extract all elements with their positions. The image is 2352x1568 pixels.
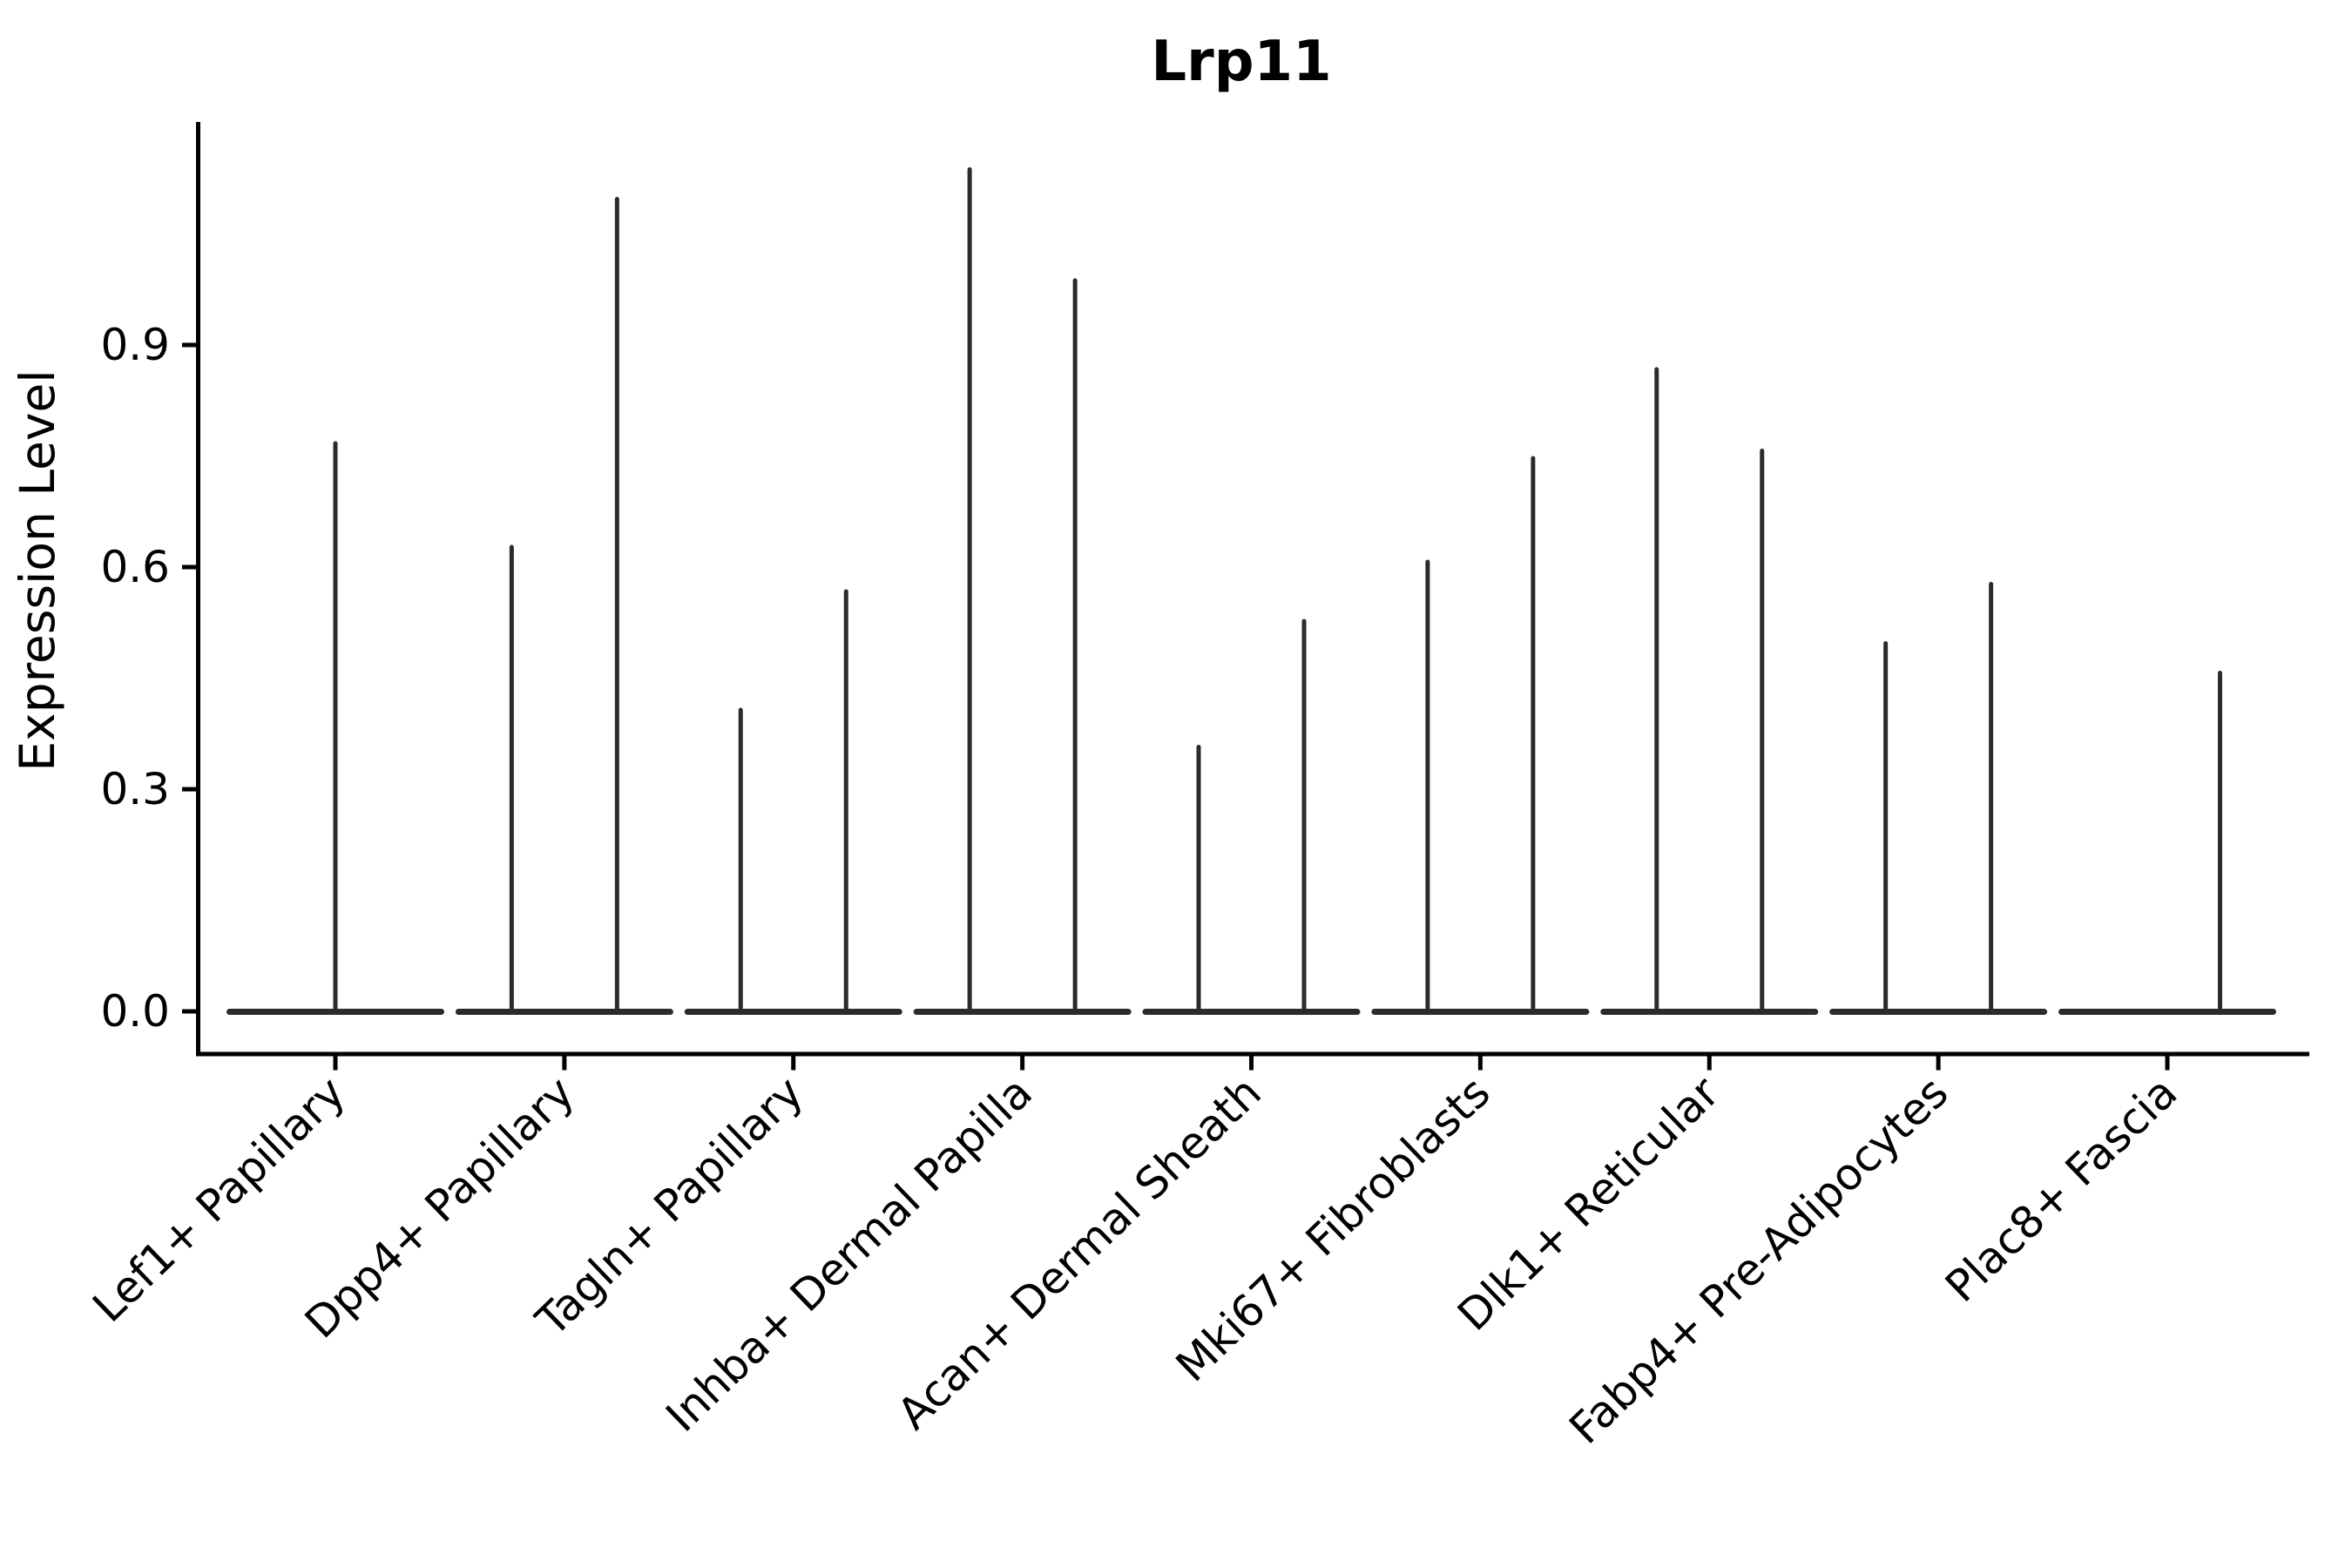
violins xyxy=(226,167,2276,1015)
x-tick-label: Lef1+ Papillary xyxy=(83,1067,355,1332)
y-tick-label: 0.9 xyxy=(100,320,170,370)
x-tick-label: Plac8+ Fascia xyxy=(1936,1067,2186,1312)
x-tick-label: Fabp4+ Pre-Adipocytes xyxy=(1560,1067,1958,1454)
x-tick-label: Inhba+ Dermal Papilla xyxy=(657,1067,1042,1442)
axes xyxy=(196,122,2309,1057)
y-tick-label: 0.3 xyxy=(100,764,170,814)
y-axis-ticks: 0.0 0.3 0.6 0.9 xyxy=(100,320,196,1037)
y-axis-label: Expression Level xyxy=(10,369,65,771)
x-tick-label: Acan+ Dermal Sheath xyxy=(888,1067,1271,1439)
y-tick-label: 0.0 xyxy=(100,986,170,1037)
y-tick-label: 0.6 xyxy=(100,542,170,592)
chart-title: Lrp11 xyxy=(1151,30,1331,94)
